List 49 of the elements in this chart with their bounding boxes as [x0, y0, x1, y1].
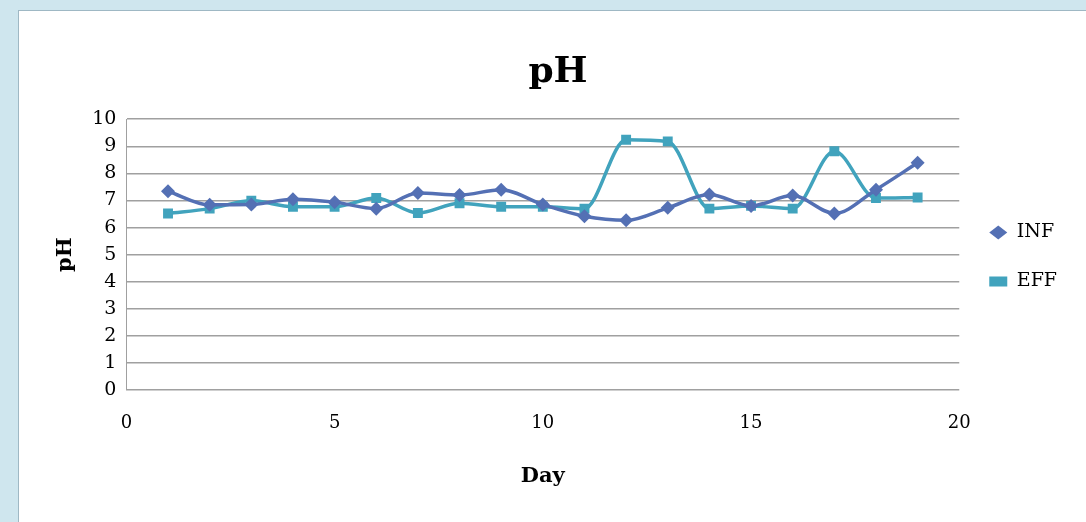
- y-tick-label: 2: [104, 322, 117, 345]
- y-tick-label: 3: [104, 295, 117, 318]
- legend-label: EFF: [1016, 268, 1058, 291]
- point: [577, 209, 592, 224]
- point: [912, 192, 923, 203]
- y-tick-label: 9: [104, 133, 117, 156]
- point: [494, 182, 509, 197]
- point: [868, 182, 883, 197]
- y-tick-label: 10: [92, 106, 117, 129]
- y-tick-label: 0: [104, 377, 117, 400]
- point: [910, 155, 925, 170]
- x-tick-label: 20: [947, 410, 971, 432]
- y-tick-label: 6: [104, 214, 117, 237]
- x-tick-label: 15: [739, 410, 763, 432]
- point: [161, 184, 176, 199]
- point: [660, 200, 675, 215]
- y-tick-label: 4: [104, 268, 117, 291]
- point: [827, 206, 842, 221]
- legend-label: INF: [1016, 219, 1055, 242]
- point: [702, 187, 717, 202]
- point: [412, 208, 423, 218]
- point: [163, 208, 173, 219]
- point: [829, 146, 840, 157]
- point: [787, 203, 798, 214]
- point: [535, 197, 550, 212]
- x-axis-title: Day: [520, 461, 566, 487]
- y-tick-label: 1: [104, 350, 117, 373]
- x-tick-label: 0: [120, 410, 133, 432]
- point: [452, 188, 467, 203]
- point: [327, 195, 342, 210]
- point: [410, 185, 425, 200]
- point: [662, 136, 673, 147]
- x-tick-label: 5: [328, 410, 341, 432]
- y-axis-title: pH: [51, 237, 77, 272]
- chart-title: pH: [528, 47, 588, 90]
- point: [621, 134, 632, 145]
- point: [202, 197, 217, 212]
- y-tick-label: 5: [104, 241, 117, 264]
- point: [785, 188, 800, 203]
- point: [369, 201, 384, 216]
- x-tick-label: 10: [531, 410, 555, 432]
- y-tick-label: 7: [104, 187, 117, 210]
- point: [371, 193, 382, 204]
- y-tick-label: 8: [104, 160, 117, 183]
- point: [496, 201, 507, 212]
- point: [285, 192, 300, 207]
- point: [244, 197, 259, 212]
- point: [619, 213, 634, 228]
- point: [704, 203, 715, 214]
